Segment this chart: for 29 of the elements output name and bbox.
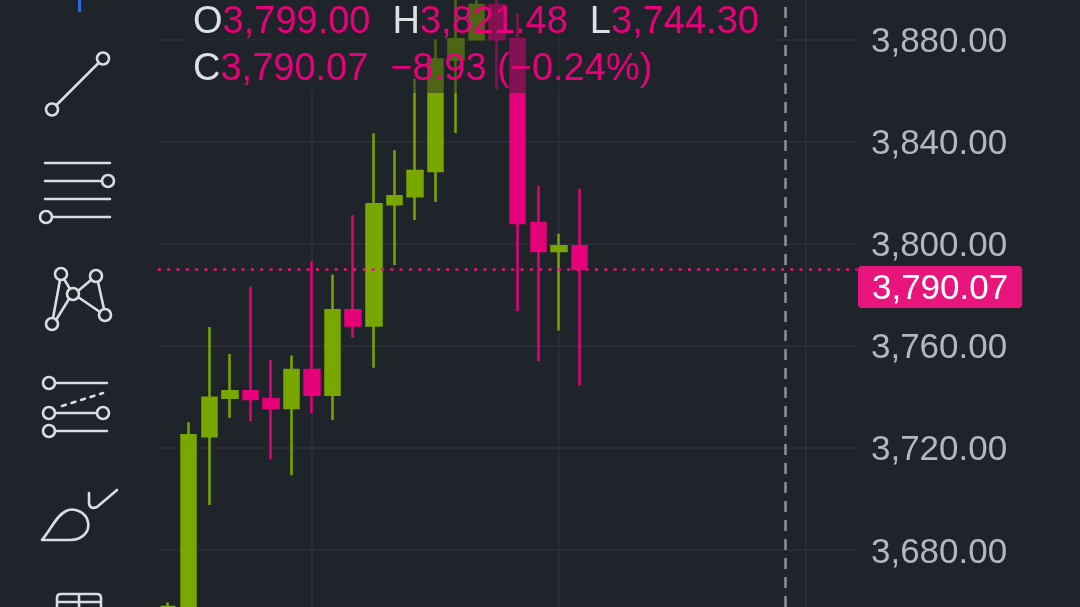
candlestick — [386, 148, 403, 267]
annotation: C — [193, 46, 221, 88]
candlestick — [283, 354, 300, 477]
annotation: L — [589, 0, 611, 41]
candlestick — [571, 187, 588, 388]
y-tick-label: 3,840.00 — [870, 121, 1008, 161]
candlestick — [324, 273, 341, 422]
candlestick — [550, 232, 568, 332]
ref-line-label: 3,790.07 — [871, 267, 1009, 307]
candlestick — [262, 358, 280, 461]
y-tick-label: 3,880.00 — [870, 19, 1008, 59]
y-tick-label: 3,680.00 — [870, 530, 1008, 570]
annotation: 3,744.30 — [611, 0, 759, 41]
candlestick — [303, 259, 321, 415]
candlestick — [365, 132, 383, 369]
annotation: H — [392, 0, 420, 41]
candlestick — [221, 352, 239, 420]
annotation: O — [193, 0, 223, 41]
candlestick — [201, 325, 218, 507]
candlestick — [530, 184, 547, 363]
candlestick — [180, 421, 197, 607]
y-tick-label: 3,760.00 — [870, 326, 1008, 366]
annotation: −8.93 (−0.24%) — [390, 46, 653, 88]
y-tick-label: 3,720.00 — [870, 428, 1008, 468]
annotation: 3,790.07 — [220, 46, 369, 88]
candlestick — [242, 285, 259, 423]
annotation: 3,799.00 — [222, 0, 371, 41]
candlestick — [344, 214, 362, 340]
y-tick-label: 3,800.00 — [870, 224, 1008, 264]
